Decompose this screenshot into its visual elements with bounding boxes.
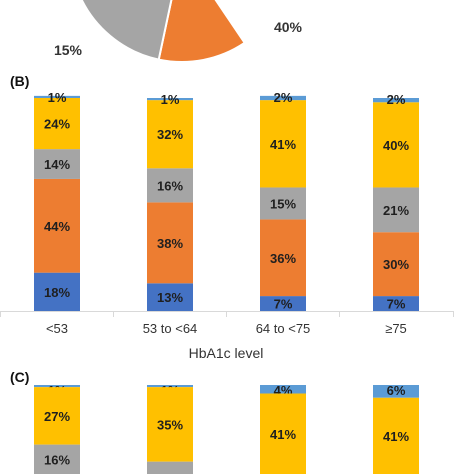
x-tick-label: 53 to <64 — [143, 321, 198, 336]
bar-segment — [34, 272, 80, 311]
bar-segment — [147, 387, 193, 462]
pie-slice-label: 40% — [274, 19, 303, 35]
bar-segment — [147, 202, 193, 284]
bar-segment — [147, 100, 193, 169]
bar-data-label: 44% — [44, 219, 70, 234]
bar-segment — [34, 98, 80, 150]
bar-segment — [373, 232, 419, 297]
bar-segment — [34, 444, 80, 474]
bar-segment — [260, 100, 306, 188]
pie-chart-a: 40% 15% — [54, 0, 303, 63]
bar-segment — [147, 98, 193, 101]
bar-segment — [373, 296, 419, 311]
bar-data-label: 7% — [387, 297, 406, 312]
x-tick-label: 64 to <75 — [256, 321, 311, 336]
bar-segment — [34, 387, 80, 445]
bar-segment — [147, 385, 193, 388]
pie-slice — [157, 0, 247, 63]
bar-data-label: 6% — [387, 383, 406, 398]
bar-data-label: 40% — [383, 138, 409, 153]
bar-data-label: 38% — [157, 236, 183, 251]
bar-data-label: 1% — [161, 92, 180, 107]
bar-segment — [260, 385, 306, 394]
x-tick-label: <53 — [46, 321, 68, 336]
bar-segment — [147, 461, 193, 474]
bar-segment — [373, 397, 419, 474]
bar-data-label: 2% — [387, 92, 406, 107]
bar-segment — [34, 178, 80, 273]
bar-data-label: 27% — [44, 409, 70, 424]
bar-data-label: 32% — [157, 127, 183, 142]
bar-segment — [34, 385, 80, 388]
bar-data-label: 1% — [48, 90, 67, 105]
bar-segment — [260, 95, 306, 101]
bar-segment — [260, 296, 306, 311]
bar-segment — [260, 219, 306, 297]
stacked-bar-chart-c: (C)1%27%16%1%35%4%41%6%41% — [10, 369, 419, 474]
bar-data-label: 41% — [270, 137, 296, 152]
x-axis-title: HbA1c level — [189, 345, 264, 361]
pie-slice — [80, 0, 173, 61]
bar-data-label: 41% — [270, 427, 296, 442]
bar-data-label: 35% — [157, 417, 183, 432]
bar-segment — [260, 187, 306, 220]
bar-data-label: 7% — [274, 297, 293, 312]
bar-data-label: 2% — [274, 90, 293, 105]
panel-label: (C) — [10, 369, 29, 385]
bar-data-label: 14% — [44, 157, 70, 172]
x-tick-label: ≥75 — [385, 321, 407, 336]
bar-data-label: 15% — [270, 196, 296, 211]
stacked-bar-chart-b: (B) 18% 44% 14% 24% 1% <53 13% 38% 16% 32% 1% 53 to … — [0, 73, 454, 361]
bar-data-label: 24% — [44, 117, 70, 132]
bar-segment — [373, 187, 419, 233]
bar-segment — [373, 98, 419, 103]
bar-segment — [34, 149, 80, 179]
bar-segment — [147, 283, 193, 311]
panel-label: (B) — [10, 73, 29, 89]
bar-segment — [373, 102, 419, 188]
bar-data-label: 16% — [157, 178, 183, 193]
bar-data-label: 13% — [157, 290, 183, 305]
bar-data-label: 16% — [44, 452, 70, 467]
bar-data-label: 36% — [270, 251, 296, 266]
bar-data-label: 41% — [383, 429, 409, 444]
bar-segment — [147, 168, 193, 203]
bar-data-label: 18% — [44, 285, 70, 300]
bar-segment — [373, 385, 419, 398]
bar-data-label: 21% — [383, 203, 409, 218]
bar-data-label: 30% — [383, 257, 409, 272]
bar-segment — [260, 393, 306, 474]
pie-slice-label: 15% — [54, 42, 83, 58]
bar-segment — [34, 95, 80, 98]
